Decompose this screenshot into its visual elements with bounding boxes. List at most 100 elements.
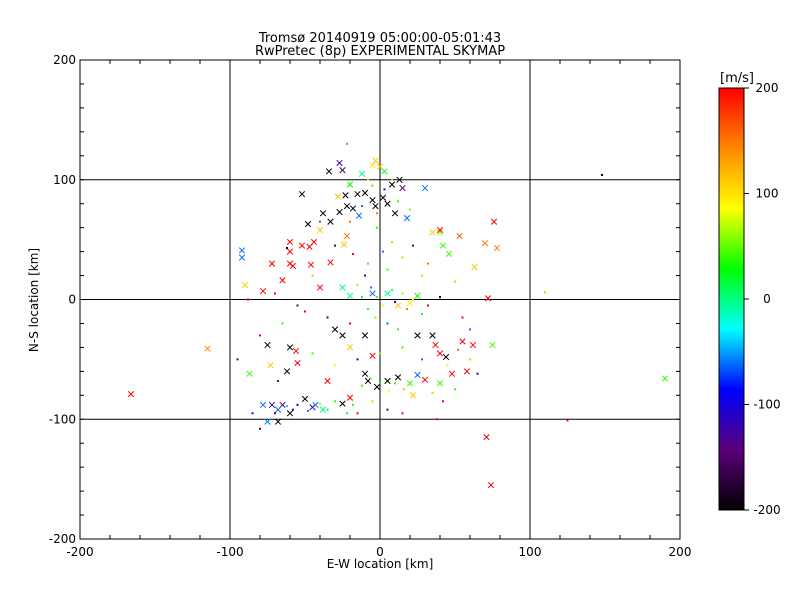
data-point-cross (487, 481, 495, 489)
data-points (127, 142, 669, 489)
data-point-cross (661, 375, 669, 382)
data-point-cross (336, 159, 343, 167)
data-point-dot (259, 427, 261, 430)
y-tick-label: 100 (53, 173, 76, 187)
data-point-dot (319, 220, 321, 223)
data-point-cross (463, 368, 471, 375)
data-point-cross (324, 377, 331, 385)
data-point-cross (429, 332, 436, 339)
data-point-dot (442, 400, 444, 403)
data-point-cross (334, 193, 342, 200)
data-point-cross (421, 376, 429, 383)
data-point-cross (372, 157, 379, 164)
data-point-dot (326, 316, 329, 319)
colorbar: [m/s] 200 100 0 -100 -200 (718, 71, 781, 517)
x-tick-label: -100 (216, 545, 243, 559)
data-point-cross (346, 344, 354, 351)
data-point-dot (394, 382, 396, 385)
data-point-cross (319, 406, 327, 413)
data-point-cross (361, 189, 369, 197)
data-point-cross (301, 395, 309, 403)
data-point-cross (316, 284, 324, 291)
grid-lines (80, 60, 680, 539)
data-point-dot (352, 252, 354, 255)
data-point-cross (429, 229, 436, 236)
data-point-dot (391, 288, 393, 291)
data-point-cross (394, 302, 402, 309)
data-point-dot (439, 296, 441, 299)
data-point-cross (384, 290, 391, 297)
data-point-dot (356, 412, 359, 415)
data-point-dot (334, 244, 336, 247)
data-point-dot (311, 274, 314, 277)
data-point-dot (401, 412, 404, 415)
data-point-dot (412, 298, 414, 301)
x-tick-label: 0 (376, 545, 384, 559)
data-point-dot (349, 322, 351, 325)
data-point-cross (406, 380, 414, 387)
data-point-cross (204, 345, 211, 352)
data-point-dot (412, 244, 414, 247)
data-point-cross (238, 247, 246, 254)
y-tick-label: -100 (49, 412, 76, 426)
data-point-cross (294, 359, 301, 367)
data-point-dot (436, 418, 438, 421)
data-point-cross (279, 277, 286, 284)
data-point-dot (427, 262, 429, 265)
data-point-cross (349, 205, 357, 212)
data-point-cross (373, 383, 381, 391)
data-point-dot (367, 308, 369, 311)
data-point-dot (356, 284, 359, 287)
data-point-dot (292, 408, 294, 411)
data-point-dot (277, 379, 279, 382)
data-point-cross (436, 226, 444, 234)
data-point-cross (436, 350, 444, 357)
data-point-dot (334, 400, 336, 403)
data-point-cross (325, 168, 333, 175)
data-point-cross (406, 299, 414, 307)
chart-title: Tromsø 20140919 05:00:00-05:01:43 (258, 31, 501, 46)
data-point-cross (283, 368, 291, 375)
data-point-dot (281, 322, 284, 325)
data-point-cross (292, 347, 300, 355)
data-point-cross (436, 229, 444, 236)
data-point-cross (384, 377, 391, 385)
data-point-cross (264, 341, 271, 349)
data-point-cross (459, 338, 466, 345)
data-point-dot (371, 400, 374, 403)
data-point-dot (326, 408, 329, 411)
data-point-cross (361, 370, 369, 377)
data-point-dot (386, 268, 389, 271)
colorbar-label: [m/s] (720, 71, 754, 86)
data-point-cross (432, 341, 439, 349)
x-tick-label: -200 (66, 545, 93, 559)
data-point-dot (454, 280, 456, 283)
data-point-cross (327, 218, 334, 225)
colorbar-tick-label: -200 (753, 503, 780, 517)
data-point-dot (259, 334, 261, 337)
data-point-dot (346, 412, 348, 415)
data-point-dot (391, 178, 393, 181)
x-tick-label: 100 (519, 545, 542, 559)
data-point-dot (382, 304, 384, 307)
data-point-dot (304, 310, 306, 313)
chart-subtitle: RwPretec (8p) EXPERIMENTAL SKYMAP (255, 44, 505, 59)
data-point-dot (476, 372, 479, 375)
data-point-dot (421, 274, 423, 277)
data-point-cross (298, 190, 306, 198)
data-point-dot (391, 241, 393, 244)
data-point-cross (414, 332, 421, 339)
data-point-dot (236, 358, 239, 361)
data-point-dot (461, 316, 464, 319)
data-point-dot (296, 403, 299, 406)
data-point-cross (471, 264, 478, 271)
data-point-dot (566, 419, 569, 422)
data-point-cross (286, 260, 294, 267)
data-point-dot (311, 352, 314, 355)
data-point-cross (286, 238, 294, 246)
data-point-cross (439, 242, 447, 249)
colorbar-tick-label: 100 (756, 187, 779, 201)
data-point-dot (403, 388, 405, 391)
data-point-dot (367, 262, 369, 265)
